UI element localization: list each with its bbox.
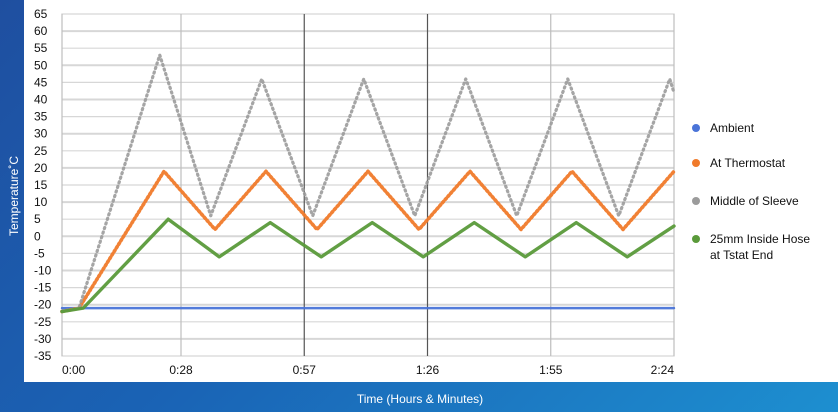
y-tick-label: 65 (34, 7, 48, 21)
y-tick-label: 10 (34, 195, 48, 209)
legend-item-ambient: Ambient (692, 121, 755, 135)
series-line (60, 53, 676, 314)
y-tick-label: -25 (34, 315, 52, 329)
x-axis-label: Time (Hours & Minutes) (357, 392, 483, 406)
y-tick-label: 45 (34, 75, 48, 89)
legend-label-ambient: Ambient (710, 121, 755, 135)
legend-marker-ambient (692, 124, 700, 132)
y-tick-label: -10 (34, 264, 52, 278)
grid (61, 13, 675, 357)
legend-item-middle-of-sleeve: Middle of Sleeve (692, 194, 799, 208)
y-axis-label: Temperature˚C (7, 156, 21, 236)
x-tick-label: 1:26 (416, 363, 440, 377)
legend-marker-inside-hose (692, 235, 700, 243)
y-tick-label: 55 (34, 41, 48, 55)
series-line (60, 169, 676, 314)
y-tick-label: 5 (34, 212, 41, 226)
chart-card (24, 0, 838, 382)
series-line (60, 217, 676, 314)
y-tick-label: 35 (34, 110, 48, 124)
y-tick-label: 15 (34, 178, 48, 192)
y-tick-label: 25 (34, 144, 48, 158)
y-tick-label: 40 (34, 93, 48, 107)
legend-item-at-thermostat: At Thermostat (692, 156, 786, 170)
legend-item-inside-hose: 25mm Inside Hose at Tstat End (692, 232, 810, 262)
legend-label-at-thermostat: At Thermostat (710, 156, 786, 170)
legend-label-middle-of-sleeve: Middle of Sleeve (710, 194, 799, 208)
y-tick-label: -35 (34, 349, 52, 363)
legend-marker-middle-of-sleeve (692, 197, 700, 205)
y-tick-labels: 65605550454035302520151050-5-10-15-20-25… (34, 7, 52, 363)
x-tick-label: 0:28 (169, 363, 193, 377)
x-tick-label: 1:55 (539, 363, 563, 377)
x-tick-label: 0:57 (293, 363, 317, 377)
y-tick-label: 20 (34, 161, 48, 175)
x-tick-labels: 0:00 0:28 0:57 1:26 1:55 2:24 (62, 363, 674, 377)
y-tick-label: -5 (34, 246, 45, 260)
y-tick-label: 60 (34, 24, 48, 38)
series-layer (60, 53, 676, 314)
legend: Ambient At Thermostat Middle of Sleeve 2… (692, 121, 810, 262)
y-tick-label: -20 (34, 298, 52, 312)
y-tick-label: 50 (34, 58, 48, 72)
legend-marker-at-thermostat (692, 159, 700, 167)
x-tick-label: 0:00 (62, 363, 86, 377)
legend-label-inside-hose-line2: at Tstat End (710, 248, 773, 262)
legend-label-inside-hose-line1: 25mm Inside Hose (710, 232, 810, 246)
y-tick-label: 0 (34, 229, 41, 243)
y-tick-label: -30 (34, 332, 52, 346)
y-tick-label: -15 (34, 281, 52, 295)
y-tick-label: 30 (34, 127, 48, 141)
x-tick-label: 2:24 (651, 363, 675, 377)
